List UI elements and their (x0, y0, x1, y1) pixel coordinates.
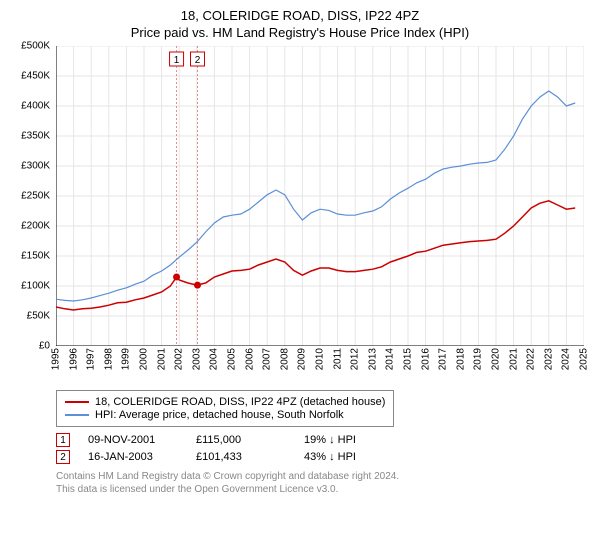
x-tick-label: 2023 (543, 348, 554, 370)
svg-text:1: 1 (174, 55, 180, 66)
x-tick-label: 2024 (561, 348, 572, 370)
event-date: 09-NOV-2001 (88, 434, 178, 446)
x-tick-label: 2021 (508, 348, 519, 370)
x-tick-label: 2003 (191, 348, 202, 370)
x-tick-label: 2010 (315, 348, 326, 370)
x-tick-label: 2000 (139, 348, 150, 370)
x-tick-label: 2015 (403, 348, 414, 370)
x-tick-label: 2011 (332, 348, 343, 370)
x-tick-label: 1995 (51, 348, 62, 370)
x-axis-labels: 1995199619971998199920002001200220032004… (56, 348, 584, 386)
footnote-line1: Contains HM Land Registry data © Crown c… (56, 470, 588, 483)
event-marker: 2 (56, 450, 70, 464)
legend-box: 18, COLERIDGE ROAD, DISS, IP22 4PZ (deta… (56, 390, 394, 427)
chart-area: £0 £50K £100K £150K £200K £250K £300K £350K £400… (12, 46, 588, 386)
x-tick-label: 2014 (385, 348, 396, 370)
x-tick-label: 1998 (103, 348, 114, 370)
x-tick-label: 2012 (350, 348, 361, 370)
footnote: Contains HM Land Registry data © Crown c… (56, 470, 588, 496)
x-tick-label: 2009 (297, 348, 308, 370)
title-address: 18, COLERIDGE ROAD, DISS, IP22 4PZ (12, 8, 588, 23)
legend-swatch (65, 401, 89, 403)
x-tick-label: 2017 (438, 348, 449, 370)
x-tick-label: 1996 (68, 348, 79, 370)
events-table: 1 09-NOV-2001 £115,000 19% ↓ HPI 2 16-JAN-200… (56, 433, 588, 464)
event-marker: 1 (56, 433, 70, 447)
y-tick-label: £450K (21, 71, 50, 82)
y-tick-label: £350K (21, 131, 50, 142)
x-tick-label: 2005 (227, 348, 238, 370)
x-tick-label: 2016 (420, 348, 431, 370)
chart-container: 18, COLERIDGE ROAD, DISS, IP22 4PZ Price… (0, 0, 600, 560)
y-tick-label: £200K (21, 221, 50, 232)
x-tick-label: 2013 (367, 348, 378, 370)
y-tick-label: £250K (21, 191, 50, 202)
svg-text:2: 2 (195, 55, 201, 66)
event-price: £101,433 (196, 451, 286, 463)
y-tick-label: £150K (21, 251, 50, 262)
x-tick-label: 1999 (121, 348, 132, 370)
x-tick-label: 2001 (156, 348, 167, 370)
event-date: 16-JAN-2003 (88, 451, 178, 463)
y-tick-label: £100K (21, 281, 50, 292)
x-tick-label: 2007 (262, 348, 273, 370)
legend-swatch (65, 414, 89, 416)
x-tick-label: 2020 (491, 348, 502, 370)
x-tick-label: 2019 (473, 348, 484, 370)
event-row: 2 16-JAN-2003 £101,433 43% ↓ HPI (56, 450, 588, 464)
event-delta: 19% ↓ HPI (304, 434, 394, 446)
x-tick-label: 2004 (209, 348, 220, 370)
event-delta: 43% ↓ HPI (304, 451, 394, 463)
legend-label: 18, COLERIDGE ROAD, DISS, IP22 4PZ (deta… (95, 396, 385, 408)
y-tick-label: £0 (39, 341, 50, 352)
y-tick-label: £300K (21, 161, 50, 172)
event-row: 1 09-NOV-2001 £115,000 19% ↓ HPI (56, 433, 588, 447)
footnote-line2: This data is licensed under the Open Gov… (56, 483, 588, 496)
x-tick-label: 2006 (244, 348, 255, 370)
x-tick-label: 2022 (526, 348, 537, 370)
x-tick-label: 2018 (455, 348, 466, 370)
event-price: £115,000 (196, 434, 286, 446)
legend-row: HPI: Average price, detached house, Sout… (65, 409, 385, 421)
x-tick-label: 1997 (86, 348, 97, 370)
plot-svg: 12 (56, 46, 584, 346)
legend-row: 18, COLERIDGE ROAD, DISS, IP22 4PZ (deta… (65, 396, 385, 408)
y-tick-label: £50K (27, 311, 50, 322)
x-tick-label: 2008 (279, 348, 290, 370)
x-tick-label: 2002 (174, 348, 185, 370)
y-axis-labels: £0£50K£100K£150K£200K£250K£300K£350K£400… (12, 46, 54, 346)
y-tick-label: £400K (21, 101, 50, 112)
x-tick-label: 2025 (579, 348, 590, 370)
legend-label: HPI: Average price, detached house, Sout… (95, 409, 344, 421)
y-tick-label: £500K (21, 41, 50, 52)
title-subtitle: Price paid vs. HM Land Registry's House … (12, 25, 588, 40)
